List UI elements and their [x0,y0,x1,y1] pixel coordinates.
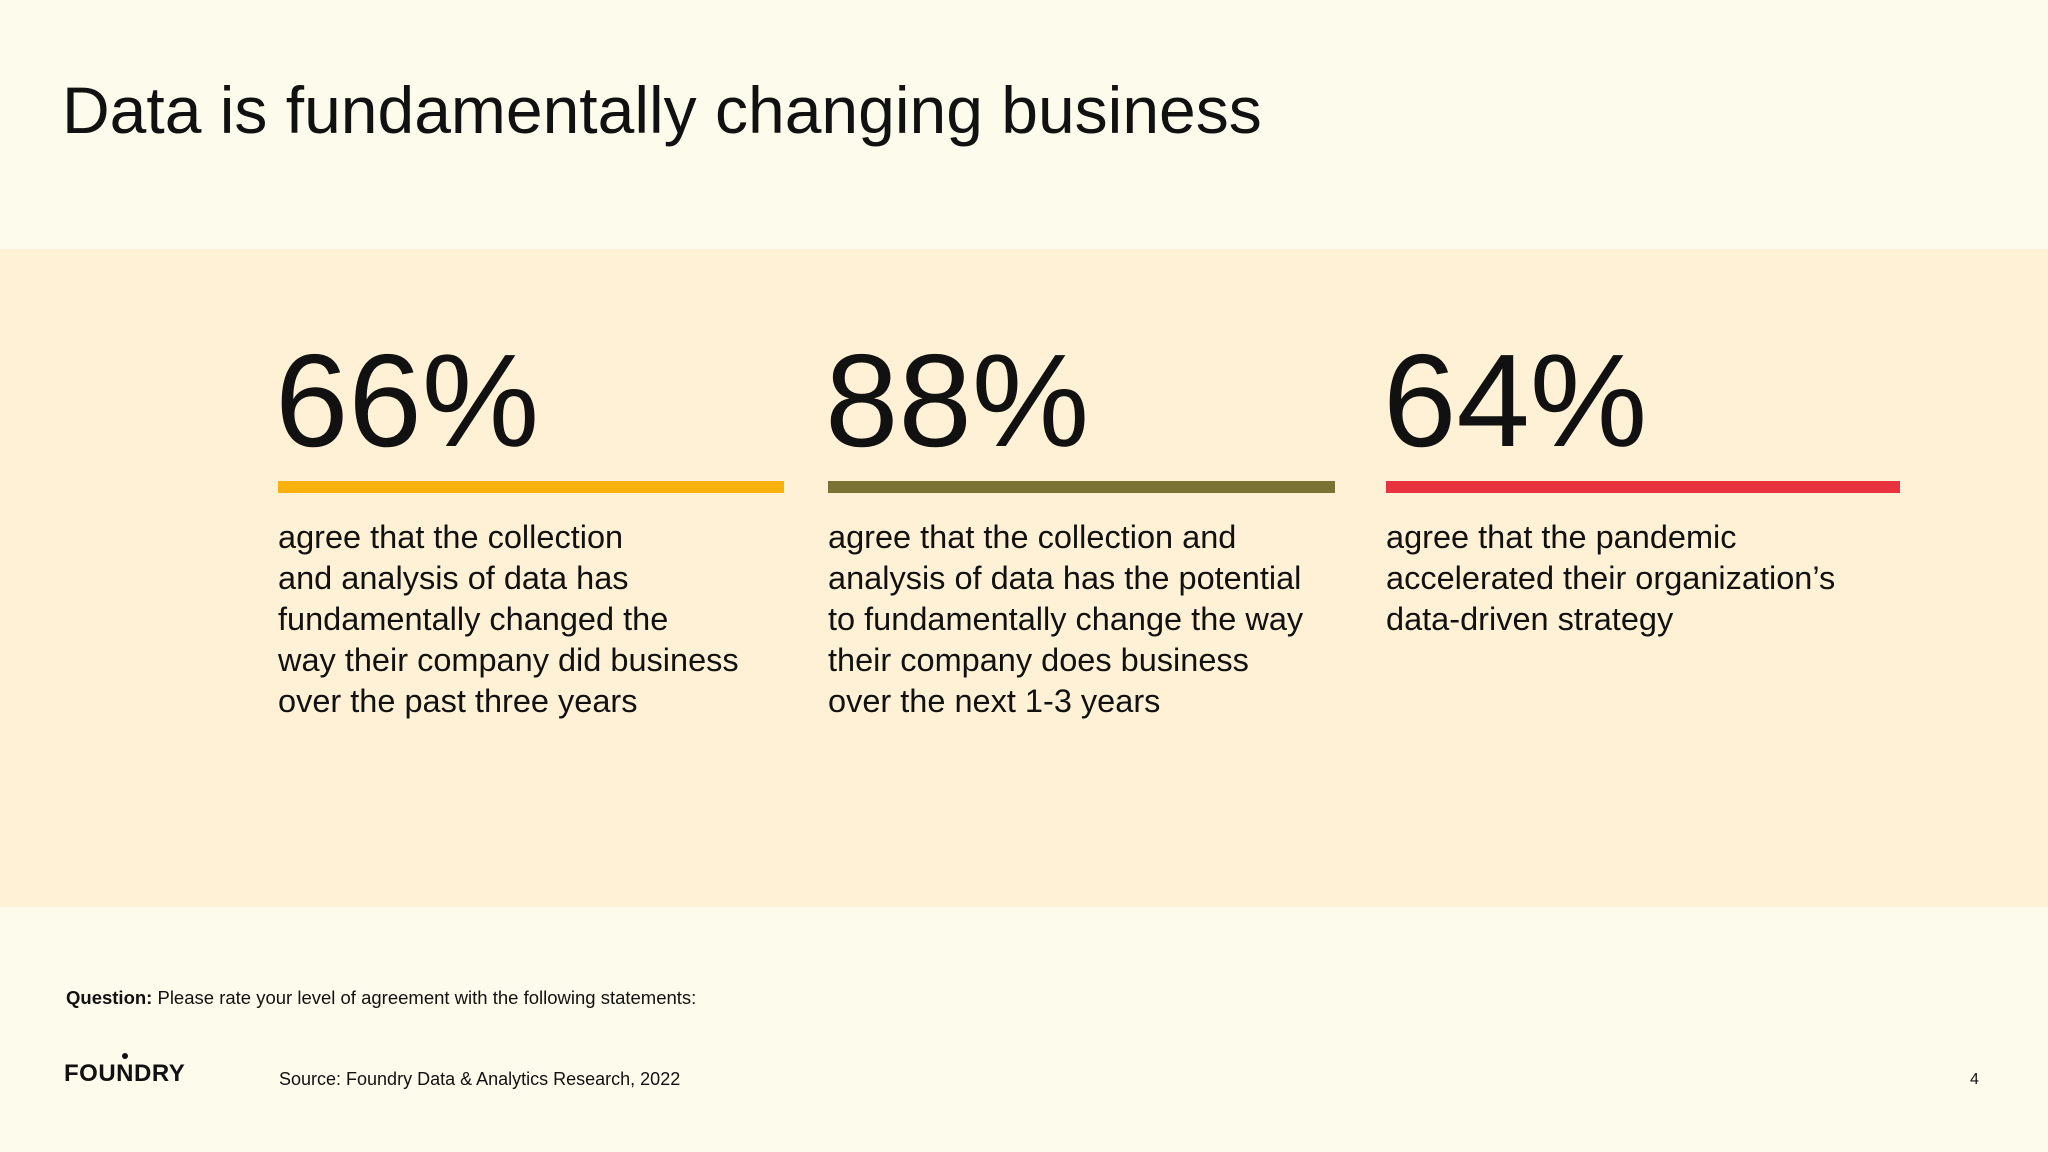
foundry-logo: FOUNDRY [64,1053,186,1088]
stat-description-line: way their company did business [278,642,739,678]
stat-description-line: data-driven strategy [1386,601,1674,637]
slide-title: Data is fundamentally changing business [62,73,1262,147]
stat-description-line: fundamentally changed the [278,601,669,637]
stat-description-line: their company does business [828,642,1249,678]
stat-card: 88% agree that the collection and analys… [825,327,1335,719]
stat-description-line: agree that the collection and [828,519,1237,555]
stat-card: 64% agree that the pandemic accelerated … [1383,327,1900,637]
stat-value: 64% [1383,327,1648,474]
stat-description-line: over the next 1-3 years [828,683,1161,719]
stat-description: agree that the collection and analysis o… [828,517,1348,722]
page-number: 4 [1970,1071,1979,1088]
question-text: Please rate your level of agreement with… [152,987,697,1008]
stat-accent-bar [1386,481,1900,493]
stat-description-line: to fundamentally change the way [828,601,1304,637]
stat-description: agree that the collection and analysis o… [278,517,798,722]
stat-accent-bar [828,481,1335,493]
logo-text: FOUNDRY [64,1060,186,1087]
stat-description-line: over the past three years [278,683,638,719]
source-note: Source: Foundry Data & Analytics Researc… [279,1069,681,1089]
stats-band [0,249,2048,907]
stat-accent-bar [278,481,784,493]
stat-card: 66% agree that the collection and analys… [275,327,784,719]
stat-value: 66% [275,327,540,474]
stat-description-line: agree that the pandemic [1386,519,1737,555]
stat-description-line: and analysis of data has [278,560,629,596]
logo-dot-icon [122,1053,128,1059]
stat-value: 88% [825,327,1090,474]
question-label: Question: [66,987,153,1008]
stat-description: agree that the pandemic accelerated thei… [1386,517,1906,640]
stat-description-line: analysis of data has the potential [828,560,1302,596]
stat-description-line: accelerated their organization’s [1386,560,1836,596]
survey-question: Question: Please rate your level of agre… [66,987,696,1009]
stat-description-line: agree that the collection [278,519,624,555]
